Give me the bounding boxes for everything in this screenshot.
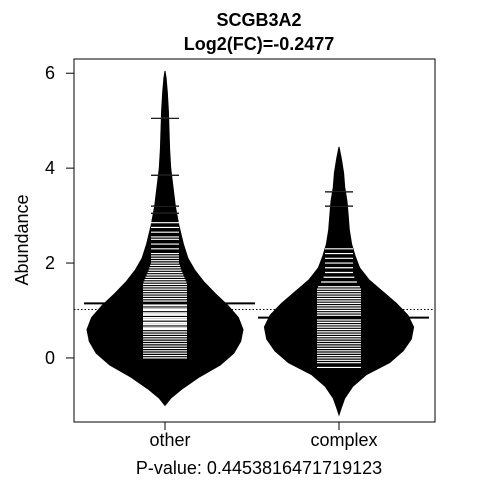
y-tick-label: 2 [45,253,55,273]
x-axis: other complex [149,421,378,450]
beans-layer [84,70,429,417]
y-tick-label: 4 [45,158,55,178]
x-tick-label: complex [310,430,377,450]
bean-density-shape [263,146,415,417]
bean-other [84,70,255,407]
chart-title: SCGB3A2 [216,10,301,30]
y-tick-label: 0 [45,348,55,368]
y-axis: 0 2 4 6 [45,63,75,368]
y-tick-label: 6 [45,63,55,83]
x-axis-label: P-value: 0.4453816471719123 [136,458,382,478]
bean-complex [258,146,429,417]
x-tick-label: other [149,430,190,450]
chart-subtitle: Log2(FC)=-0.2477 [184,34,335,54]
y-axis-label: Abundance [12,194,32,285]
bean-density-shape [86,70,244,407]
